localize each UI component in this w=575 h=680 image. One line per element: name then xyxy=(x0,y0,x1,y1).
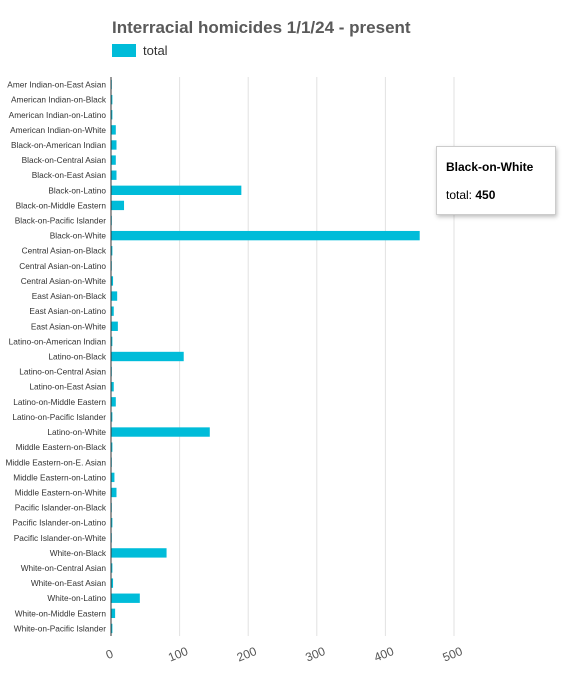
bar xyxy=(111,563,113,573)
bar xyxy=(111,548,167,558)
bar xyxy=(111,155,116,165)
bar xyxy=(111,125,116,135)
category-label: Middle Eastern-on-White xyxy=(15,487,107,497)
bar xyxy=(111,518,113,528)
tooltip-line: total: 450 xyxy=(446,188,555,202)
bar xyxy=(111,351,184,362)
category-label: Latino-on-Central Asian xyxy=(19,367,106,377)
x-tick-label: 300 xyxy=(303,644,327,665)
category-label: Central Asian-on-White xyxy=(21,276,107,286)
bar xyxy=(111,608,116,619)
bar xyxy=(111,321,118,331)
category-label: Black-on-American Indian xyxy=(11,140,106,150)
bar xyxy=(111,200,125,211)
bar xyxy=(111,170,117,180)
tooltip-series-label: total: xyxy=(446,188,473,202)
category-label: Black-on-Central Asian xyxy=(22,155,107,165)
category-label: White-on-Middle Eastern xyxy=(15,608,107,618)
bar xyxy=(111,397,116,407)
category-label: Pacific Islander-on-Latino xyxy=(12,518,106,528)
bar xyxy=(111,230,420,241)
category-label: Latino-on-Pacific Islander xyxy=(12,412,106,422)
category-label: Central Asian-on-Latino xyxy=(19,261,106,271)
bar xyxy=(111,623,113,634)
chart-title: Interracial homicides 1/1/24 - present xyxy=(112,18,411,37)
bar xyxy=(111,427,210,437)
bar xyxy=(111,110,113,120)
category-label: Middle Eastern-on-E. Asian xyxy=(5,457,106,467)
bar xyxy=(111,140,117,150)
legend-swatch xyxy=(112,44,136,57)
bar xyxy=(111,472,115,483)
category-label: White-on-Latino xyxy=(47,593,106,603)
category-label: East Asian-on-White xyxy=(31,321,107,331)
category-label: Latino-on-East Asian xyxy=(29,382,106,392)
category-label: Black-on-East Asian xyxy=(32,170,107,180)
bar xyxy=(111,578,114,588)
category-label: Middle Eastern-on-Black xyxy=(16,442,107,452)
category-label: Latino-on-Middle Eastern xyxy=(13,397,106,407)
bar xyxy=(111,276,114,286)
x-tick-label: 500 xyxy=(441,644,465,665)
x-tick-label: 0 xyxy=(104,646,116,662)
category-label: East Asian-on-Latino xyxy=(29,306,106,316)
x-tick-label: 200 xyxy=(235,644,259,665)
tooltip: Black-on-White total: 450 xyxy=(436,146,556,215)
category-label: White-on-East Asian xyxy=(31,578,107,588)
category-label: White-on-Central Asian xyxy=(21,563,107,573)
category-label: Pacific Islander-on-Black xyxy=(15,503,107,513)
category-label: Black-on-Latino xyxy=(48,185,106,195)
legend-label: total xyxy=(143,43,168,58)
bar xyxy=(111,94,113,105)
category-label: American Indian-on-Black xyxy=(11,95,107,105)
category-label: Middle Eastern-on-Latino xyxy=(13,472,106,482)
bar xyxy=(111,185,242,195)
bar xyxy=(111,487,117,498)
bar xyxy=(111,246,113,256)
bar xyxy=(111,291,118,301)
bar xyxy=(111,442,113,452)
bar xyxy=(111,412,113,422)
legend[interactable]: total xyxy=(112,43,168,58)
category-label: Pacific Islander-on-White xyxy=(14,533,107,543)
category-label: Central Asian-on-Black xyxy=(22,246,107,256)
bar xyxy=(111,593,140,603)
category-label: Latino-on-White xyxy=(47,427,106,437)
category-label: Black-on-Middle Eastern xyxy=(16,200,107,210)
category-label: American Indian-on-Latino xyxy=(9,110,107,120)
category-label: Amer Indian-on-East Asian xyxy=(7,80,106,90)
category-label: Latino-on-American Indian xyxy=(9,336,107,346)
category-label: White-on-Black xyxy=(50,548,107,558)
x-tick-label: 100 xyxy=(166,644,190,665)
category-label: American Indian-on-White xyxy=(10,125,106,135)
category-label: Black-on-Pacific Islander xyxy=(15,216,107,226)
category-label: East Asian-on-Black xyxy=(32,291,107,301)
tooltip-category: Black-on-White xyxy=(446,160,534,174)
category-label: Latino-on-Black xyxy=(48,352,107,362)
category-label: Black-on-White xyxy=(50,231,107,241)
bar xyxy=(111,306,114,316)
bar xyxy=(111,336,113,347)
bar xyxy=(111,382,114,392)
category-label: White-on-Pacific Islander xyxy=(14,623,106,633)
x-tick-label: 400 xyxy=(372,644,396,665)
tooltip-value: 450 xyxy=(475,188,496,202)
